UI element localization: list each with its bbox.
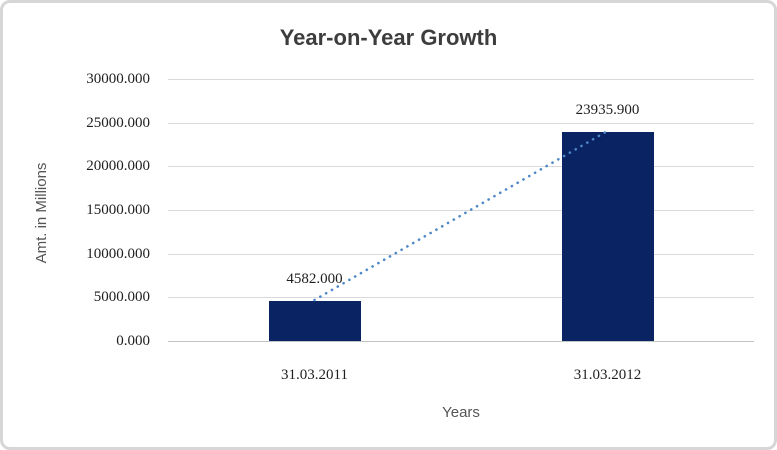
gridline <box>168 297 754 299</box>
y-tick-label: 10000.000 <box>86 245 150 262</box>
chart-title: Year-on-Year Growth <box>279 25 498 50</box>
y-tick-label: 15000.000 <box>86 202 150 218</box>
y-tick-label: 20000.000 <box>86 158 150 175</box>
y-tick-label: 25000.000 <box>86 114 150 131</box>
bar-31.03.2012 <box>561 131 654 341</box>
gridline <box>168 122 754 124</box>
x-axis-line <box>168 341 754 342</box>
data-label: 4582.000 <box>286 270 343 287</box>
gridline <box>168 79 754 80</box>
y-tick-label: 30000.000 <box>86 71 150 87</box>
x-tick-label: 31.03.2011 <box>281 367 348 383</box>
data-label: 23935.900 <box>575 101 640 118</box>
gridline <box>168 253 754 255</box>
y-tick-label: 0.000 <box>116 333 150 349</box>
gridline <box>168 166 754 168</box>
x-tick-label: 31.03.2012 <box>573 367 642 383</box>
gridline <box>168 210 754 211</box>
bar-31.03.2011 <box>268 300 361 341</box>
x-axis-title: Years <box>442 404 480 421</box>
y-tick-label: 5000.000 <box>93 289 150 306</box>
trendline <box>313 129 609 302</box>
